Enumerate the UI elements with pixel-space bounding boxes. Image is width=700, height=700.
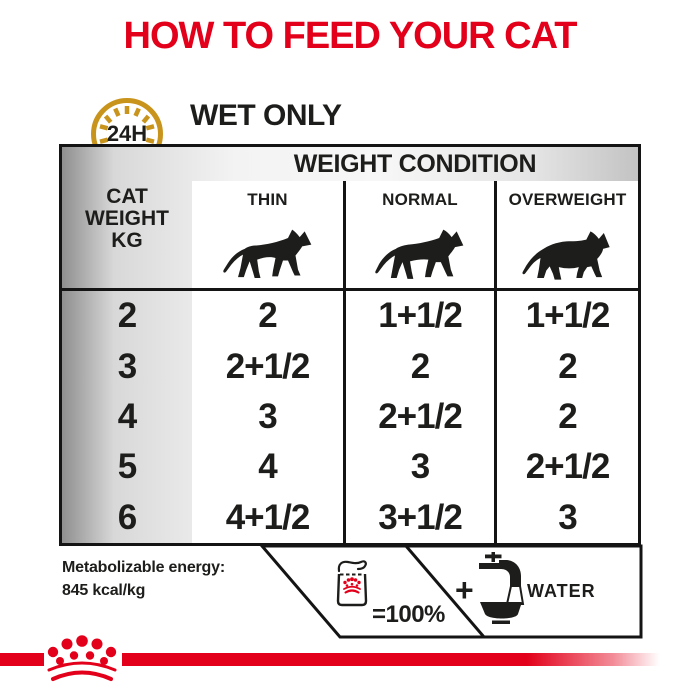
portion-value: 3	[192, 391, 343, 443]
portion-value: 1+1/2	[494, 291, 638, 342]
kg-value: 6	[117, 497, 137, 537]
portion-value: 3	[343, 442, 494, 493]
column-header-normal: NORMAL	[343, 181, 494, 288]
footer-red-bar-left	[0, 653, 44, 666]
kg-value: 3	[117, 346, 137, 386]
portion-value: 2	[494, 391, 638, 443]
brand-crown-logo	[47, 635, 117, 681]
portion-value: 1+1/2	[343, 291, 494, 342]
pouch-equation-label: =100%	[372, 601, 445, 628]
plus-sign: +	[455, 572, 474, 608]
feeding-mode-label: WET ONLY	[190, 99, 342, 132]
energy-label: Metabolizable energy:	[62, 559, 225, 576]
ration-banner-outline	[258, 544, 643, 639]
footer-red-bar-right	[122, 653, 700, 666]
overweight-cat-icon	[521, 231, 610, 280]
normal-cat-icon	[375, 229, 464, 279]
portion-value: 3+1/2	[343, 492, 494, 543]
portion-value: 2+1/2	[343, 391, 494, 443]
portion-value: 3	[494, 492, 638, 543]
portion-value: 4	[192, 442, 343, 493]
row-header-cat-weight-kg: CAT WEIGHT KG	[85, 185, 169, 252]
portion-value: 2	[192, 291, 343, 342]
portion-value: 2	[494, 341, 638, 392]
feeding-table: WEIGHT CONDITION CAT WEIGHT KG THIN NORM…	[59, 144, 641, 546]
metabolizable-energy-note: Metabolizable energy: 845 kcal/kg	[62, 556, 225, 602]
portion-value: 2+1/2	[192, 341, 343, 392]
thin-cat-icon	[222, 229, 311, 278]
badge-label: 24H	[107, 121, 147, 146]
portion-value: 2	[343, 341, 494, 392]
portion-value: 2+1/2	[494, 442, 638, 493]
pouch-crown-logo	[343, 577, 361, 594]
kg-value: 5	[117, 447, 137, 487]
water-label: WATER	[527, 581, 596, 601]
table-divider-line	[62, 288, 638, 291]
energy-value: 845 kcal/kg	[62, 582, 146, 599]
water-faucet-bowl-icon	[479, 552, 525, 624]
kg-value: 4	[117, 396, 137, 436]
table-header: WEIGHT CONDITION	[293, 149, 537, 178]
column-header-thin: THIN	[192, 181, 343, 288]
portion-value: 4+1/2	[192, 492, 343, 543]
page-title: HOW TO FEED YOUR CAT	[123, 15, 578, 57]
column-header-overweight: OVERWEIGHT	[494, 181, 638, 288]
wet-pouch-icon	[336, 560, 368, 607]
kg-value: 2	[117, 296, 137, 336]
